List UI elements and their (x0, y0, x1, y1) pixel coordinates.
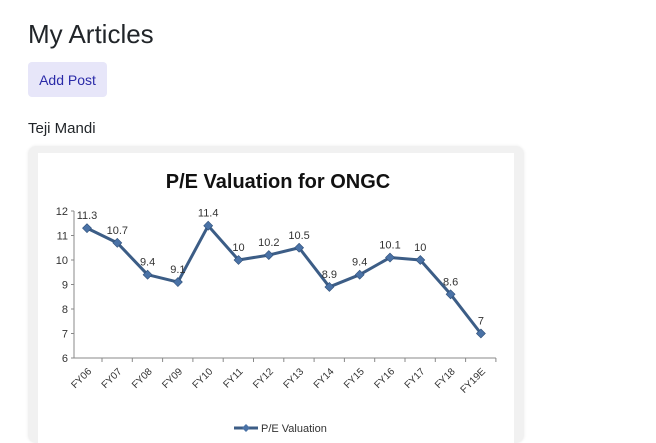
data-point (475, 328, 486, 339)
data-point (112, 237, 123, 248)
page-title: My Articles (28, 19, 154, 49)
data-label: 9.4 (140, 257, 155, 269)
data-point (263, 250, 274, 261)
data-label: 10.2 (258, 237, 279, 249)
data-point (445, 289, 456, 300)
y-tick-label: 10 (56, 255, 68, 267)
y-tick-label: 9 (62, 280, 68, 292)
y-tick-label: 6 (62, 353, 68, 365)
chart-background (38, 153, 514, 443)
data-label: 9.4 (352, 257, 367, 269)
legend-label: P/E Valuation (261, 423, 327, 435)
data-point (142, 269, 153, 280)
data-label: 10 (414, 242, 426, 254)
legend-marker (242, 424, 250, 432)
y-tick-label: 7 (62, 329, 68, 341)
data-point (354, 269, 365, 280)
data-label: 7 (478, 316, 484, 328)
data-label: 10 (232, 242, 244, 254)
y-tick-label: 11 (57, 231, 68, 243)
data-label: 10.1 (379, 240, 400, 252)
y-tick-label: 12 (56, 206, 68, 218)
chart-title: P/E Valuation for ONGC (166, 171, 390, 193)
data-label: 8.6 (443, 276, 458, 288)
data-label: 11.4 (198, 208, 219, 220)
data-label: 9.1 (170, 264, 185, 276)
data-label: 8.9 (322, 269, 337, 281)
article-chart-image: P/E Valuation for ONGC 6 7 8 9 10 11 12 FY06 FY0… (28, 146, 524, 443)
data-label: 10.7 (107, 225, 128, 237)
add-post-button[interactable]: Add Post (28, 62, 107, 97)
data-point (415, 255, 426, 265)
data-point (294, 242, 305, 253)
series-line (86, 224, 483, 335)
data-point (172, 277, 183, 287)
y-tick-label: 8 (62, 304, 68, 316)
data-point (203, 220, 214, 231)
data-point (233, 255, 244, 265)
data-label: 11.3 (77, 210, 98, 222)
data-point (385, 252, 395, 263)
article-author: Teji Mandi (28, 120, 96, 137)
data-label: 10.5 (288, 230, 309, 242)
data-point (324, 282, 335, 292)
data-point (82, 223, 92, 234)
